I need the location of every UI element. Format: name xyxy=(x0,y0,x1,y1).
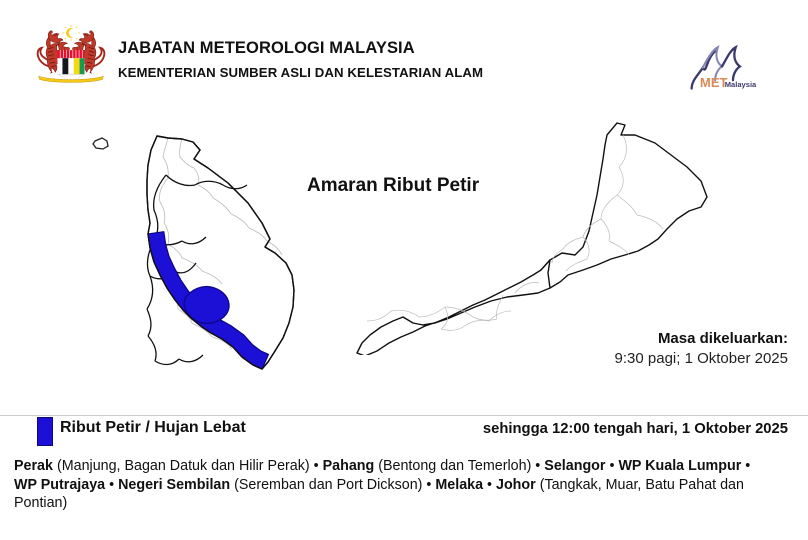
svg-text:MET: MET xyxy=(700,75,728,90)
svg-text:Malaysia: Malaysia xyxy=(725,80,757,89)
